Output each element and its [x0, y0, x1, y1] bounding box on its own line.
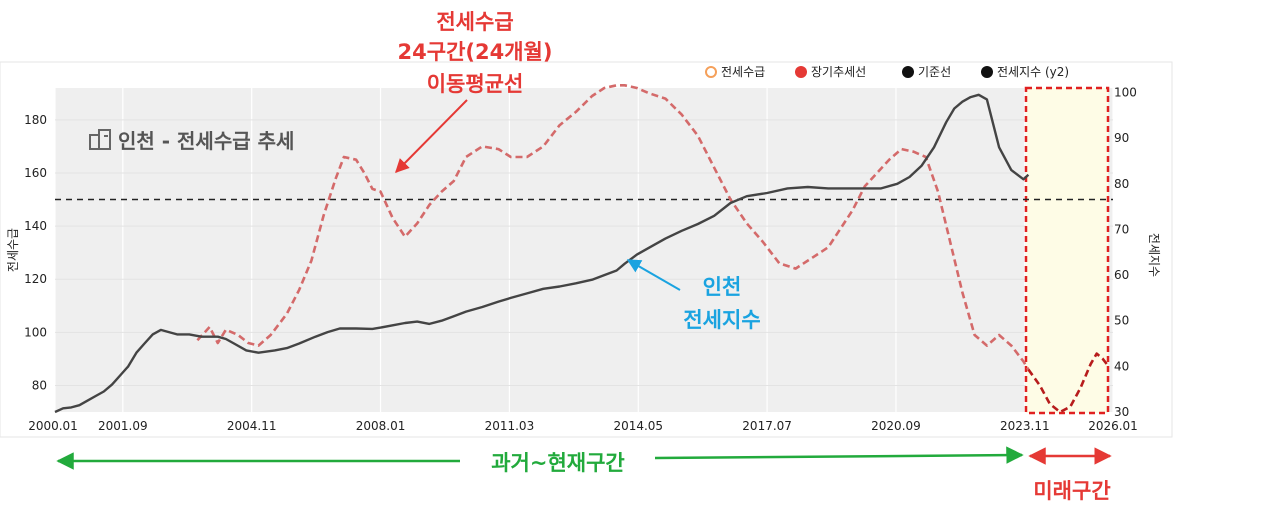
- past-arrow-right: [654, 446, 1024, 464]
- legend-label: 전세수급: [721, 65, 765, 79]
- index-note-line-1: 인천: [703, 275, 742, 299]
- y2-tick-label: 40: [1114, 359, 1129, 373]
- x-tick-label: 2004.11: [227, 419, 277, 433]
- future-range-annotation: 미래구간: [1028, 447, 1112, 503]
- trend-note-line-2: 24구간(24개월): [398, 40, 553, 64]
- x-tick-label: 2026.01: [1088, 419, 1138, 433]
- series-line-2: [54, 93, 1030, 414]
- y2-tick-label: 80: [1114, 177, 1129, 191]
- legend-marker: [902, 66, 914, 78]
- y2-tick-label: 60: [1114, 268, 1129, 282]
- trend-arrow: [395, 99, 468, 173]
- legend-marker: [705, 66, 717, 78]
- legend-label: 전세지수 (y2): [997, 65, 1069, 79]
- y-tick-label: 80: [32, 378, 47, 392]
- x-tick-label: 2000.01: [28, 419, 78, 433]
- y2-tick-label: 90: [1114, 131, 1129, 145]
- future-zone: [1024, 86, 1110, 415]
- x-tick-label: 2017.07: [742, 419, 792, 433]
- y-axis-title: 전세수급: [6, 228, 20, 272]
- index-annotation: 인천 전세지수: [626, 259, 761, 332]
- legend-marker: [981, 66, 993, 78]
- legend-label: 기준선: [918, 65, 951, 79]
- y2-axis-title: 전세지수: [1147, 233, 1161, 277]
- y-tick-label: 120: [24, 272, 47, 286]
- series-layer: [54, 84, 1108, 414]
- past-range-annotation: 과거~현재구간: [56, 446, 1024, 475]
- past-range-label: 과거~현재구간: [491, 451, 625, 475]
- x-tick-label: 2020.09: [871, 419, 921, 433]
- y-axis: 80 100 120 140 160 180: [24, 113, 47, 393]
- y-tick-label: 160: [24, 166, 47, 180]
- trend-note-line-3: 이동평균선: [427, 72, 524, 96]
- y2-tick-label: 70: [1114, 222, 1129, 236]
- legend: 전세수급 장기추세선 기준선 전세지수 (y2): [705, 65, 1069, 79]
- x-tick-label: 2023.11: [1000, 419, 1050, 433]
- series-line-0: [196, 84, 1030, 371]
- x-tick-label: 2008.01: [356, 419, 406, 433]
- trend-note-line-1: 전세수급: [436, 10, 513, 34]
- building-icon: [89, 129, 111, 150]
- index-note-line-2: 전세지수: [683, 308, 760, 332]
- y2-tick-label: 50: [1114, 314, 1129, 328]
- y-tick-label: 180: [24, 113, 47, 127]
- chart-title: 인천 - 전세수급 추세: [118, 129, 294, 153]
- y-tick-label: 140: [24, 219, 47, 233]
- x-tick-label: 2001.09: [98, 419, 148, 433]
- y2-axis: 30 40 50 60 70 80 90 100: [1114, 86, 1137, 419]
- trend-annotation: 전세수급 24구간(24개월) 이동평균선: [395, 10, 553, 173]
- x-tick-label: 2011.03: [485, 419, 535, 433]
- y-tick-label: 100: [24, 325, 47, 339]
- y2-tick-label: 30: [1114, 405, 1129, 419]
- legend-label: 장기추세선: [811, 65, 866, 79]
- y2-tick-label: 100: [1114, 86, 1137, 100]
- chart-title-group: 인천 - 전세수급 추세: [89, 129, 294, 153]
- future-range-label: 미래구간: [1033, 479, 1110, 503]
- x-tick-label: 2014.05: [613, 419, 663, 433]
- legend-marker: [795, 66, 807, 78]
- x-axis: 2000.01 2001.09 2004.11 2008.01 2011.03 2014.…: [28, 419, 1138, 433]
- index-arrow: [626, 259, 681, 291]
